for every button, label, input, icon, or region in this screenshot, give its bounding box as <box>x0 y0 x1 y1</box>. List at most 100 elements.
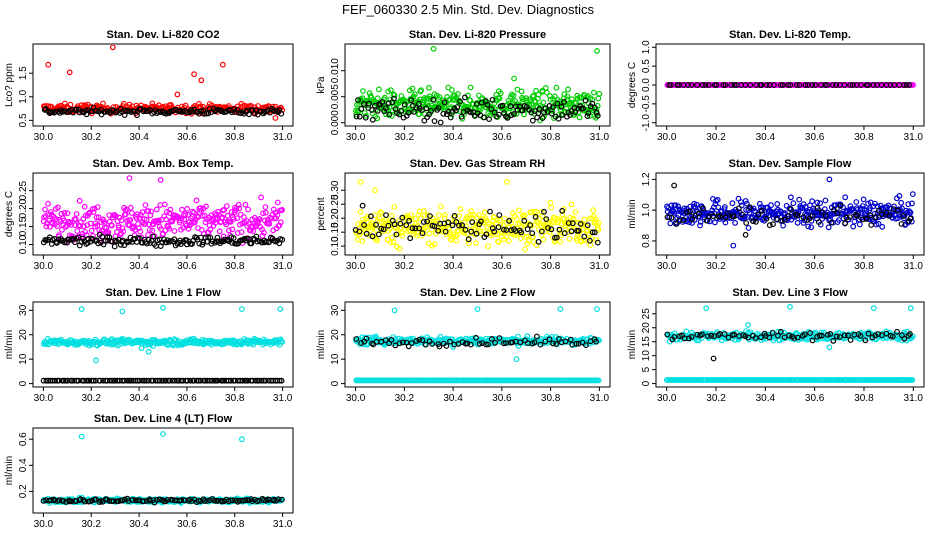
data-point-outlier <box>272 115 279 121</box>
y-tick-label: -0.5 <box>641 95 652 113</box>
data-point-primary <box>118 217 125 224</box>
data-point-primary <box>224 212 231 219</box>
data-point-secondary <box>743 220 750 226</box>
data-point-secondary <box>129 497 136 503</box>
y-tick-label: 0.6 <box>18 432 29 446</box>
chart-title: Stan. Dev. Li-820 CO2 <box>107 29 220 41</box>
data-point-secondary <box>396 340 403 347</box>
data-point-primary <box>373 333 379 340</box>
data-point-secondary <box>483 231 490 238</box>
data-point-primary <box>103 224 110 231</box>
data-point-secondary <box>725 334 732 341</box>
data-point-secondary <box>451 341 458 348</box>
x-tick-label: 30.4 <box>756 132 776 143</box>
data-point-secondary <box>495 224 502 231</box>
data-point-primary <box>417 215 424 222</box>
data-point-secondary <box>583 342 589 349</box>
y-tick-label: 0.8 <box>641 234 652 248</box>
y-axis-label: ml/min <box>4 456 15 485</box>
x-tick-label: 31.0 <box>590 261 610 272</box>
data-point-secondary <box>900 213 907 219</box>
x-tick-label: 30.8 <box>225 519 245 530</box>
data-point-outlier <box>45 61 52 68</box>
data-point-secondary <box>828 219 835 226</box>
plot-frame <box>344 43 611 127</box>
data-point-secondary <box>818 332 825 339</box>
data-point-primary <box>385 88 392 95</box>
data-point-secondary <box>788 206 794 213</box>
x-tick-label: 31.0 <box>273 393 293 404</box>
data-point-primary <box>161 201 168 208</box>
data-point-primary <box>191 219 198 226</box>
y-tick-label: 0.5 <box>641 59 652 73</box>
data-point-secondary <box>70 235 77 242</box>
data-point-primary <box>163 216 170 223</box>
x-tick-label: 30.0 <box>346 132 366 143</box>
data-point-secondary <box>575 227 582 234</box>
plot-frame <box>32 301 294 388</box>
data-point-secondary <box>531 339 538 346</box>
data-point-secondary <box>253 233 260 240</box>
data-point-primary <box>72 216 79 223</box>
data-point-primary <box>111 212 118 218</box>
data-point-secondary <box>459 222 466 229</box>
data-point-primary <box>45 200 51 207</box>
data-point-primary <box>388 87 394 94</box>
data-point-secondary <box>473 334 479 341</box>
data-point-secondary <box>153 110 160 117</box>
data-point-secondary <box>689 216 695 223</box>
y-axis-label: Lco? ppm <box>4 63 15 107</box>
data-point-secondary <box>843 214 850 221</box>
data-point-secondary <box>759 207 765 214</box>
data-point-secondary <box>699 82 706 88</box>
data-point-secondary <box>545 225 551 231</box>
data-point-primary <box>492 231 498 238</box>
data-point-secondary <box>478 218 484 225</box>
data-point-secondary <box>585 110 592 117</box>
data-point-primary <box>230 216 237 222</box>
data-point-primary <box>262 209 269 216</box>
y-tick-label: 0.15 <box>18 216 29 236</box>
data-point-secondary <box>52 377 58 384</box>
data-point-outlier <box>474 306 481 313</box>
data-point-secondary <box>745 334 752 341</box>
data-point-secondary <box>358 340 365 346</box>
data-point-baseline <box>560 377 566 384</box>
data-point-secondary <box>775 332 781 339</box>
data-point-primary <box>729 200 736 207</box>
data-point-secondary <box>458 113 465 120</box>
data-point-primary <box>390 239 397 246</box>
y-axis-label: degrees C <box>627 62 638 108</box>
data-point-primary <box>875 220 882 227</box>
data-point-secondary <box>465 236 472 243</box>
data-point-secondary <box>184 377 191 384</box>
data-point-secondary <box>845 332 851 339</box>
data-point-primary <box>442 211 448 218</box>
data-point-secondary <box>591 104 598 111</box>
plot-frame <box>32 172 294 256</box>
data-point-secondary <box>854 213 860 219</box>
data-point-secondary <box>363 230 370 237</box>
data-point-primary <box>128 210 135 216</box>
data-point-secondary <box>746 204 753 211</box>
data-point-secondary <box>164 497 171 503</box>
data-point-secondary <box>391 95 397 102</box>
data-point-secondary <box>187 377 194 384</box>
data-point-secondary <box>437 119 444 125</box>
data-point-secondary <box>847 82 854 88</box>
data-point-secondary <box>546 102 553 109</box>
data-point-secondary <box>359 202 366 209</box>
data-point-secondary <box>836 334 843 340</box>
data-point-secondary <box>483 341 489 348</box>
y-axis-label: ml/min <box>4 330 15 359</box>
data-point-secondary <box>373 221 379 228</box>
data-point-secondary <box>833 82 840 88</box>
data-point-primary <box>501 215 508 222</box>
data-point-secondary <box>162 377 169 384</box>
data-point-primary <box>437 203 444 210</box>
data-point-secondary <box>228 377 234 384</box>
data-point-secondary <box>109 377 115 384</box>
data-point-primary <box>238 229 245 236</box>
data-point-secondary <box>413 105 420 111</box>
data-point-primary <box>279 339 286 345</box>
